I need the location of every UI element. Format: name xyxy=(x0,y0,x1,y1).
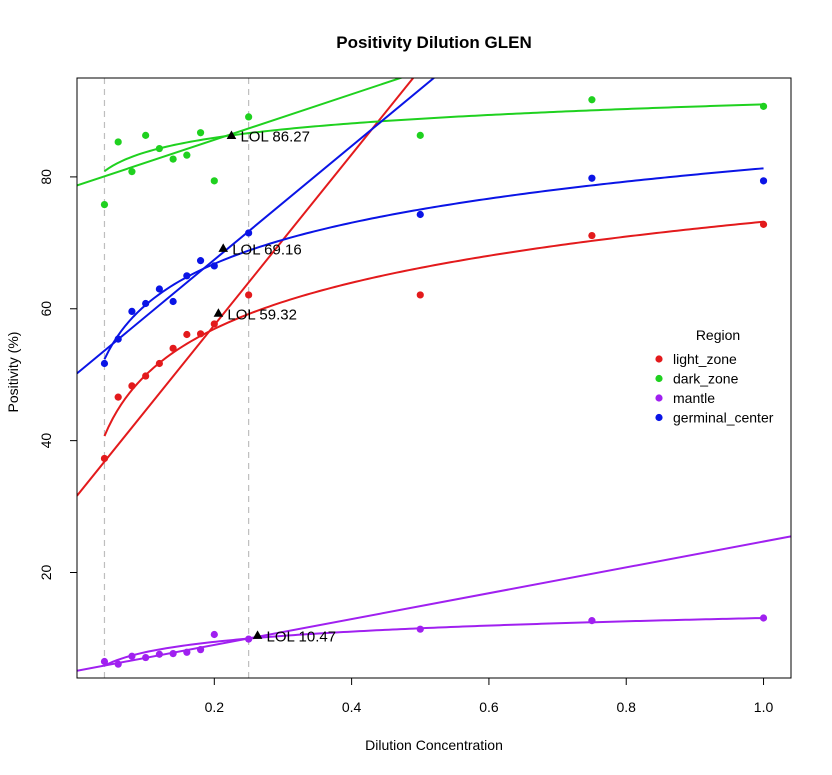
light_zone-point xyxy=(416,291,424,299)
legend-label-mantle: mantle xyxy=(673,390,715,406)
dark_zone-log-fit xyxy=(103,103,764,173)
light_zone-linear-fit xyxy=(77,78,415,497)
germinal_center-point xyxy=(588,174,596,182)
dark_zone-point xyxy=(210,177,218,185)
germinal_center-point xyxy=(416,210,424,219)
light_zone-log-fit xyxy=(103,220,764,437)
mantle-lol-marker xyxy=(252,630,263,639)
dark_zone-point xyxy=(183,151,191,159)
legend-title: Region xyxy=(696,327,740,343)
y-axis-label: Positivity (%) xyxy=(5,332,21,413)
germinal_center-linear-fit xyxy=(77,78,436,375)
dark_zone-point xyxy=(196,129,205,137)
legend-label-light_zone: light_zone xyxy=(673,351,737,367)
light_zone-point xyxy=(196,330,205,338)
light_zone-point xyxy=(759,220,768,228)
germinal_center-point xyxy=(245,229,253,237)
germinal_center-log-fit xyxy=(103,167,764,360)
x-axis-label: Dilution Concentration xyxy=(365,737,503,753)
x-tick-label: 0.2 xyxy=(205,699,225,715)
dark_zone-point xyxy=(114,138,122,146)
light_zone-point xyxy=(588,231,596,240)
mantle-lol-label: LOL 10.47 xyxy=(267,628,337,645)
light_zone-point xyxy=(100,454,109,463)
reference-lines xyxy=(103,78,250,678)
lol-markers: LOL 59.32 LOL 86.27 LOL 10.47 LOL 69.16 xyxy=(213,129,337,645)
germinal_center-point xyxy=(759,177,768,185)
mantle-point xyxy=(196,646,205,654)
germinal_center-lol-marker xyxy=(218,243,229,252)
germinal_center-point xyxy=(196,257,205,265)
dark_zone-point xyxy=(155,144,163,153)
y-tick-label: 80 xyxy=(38,169,54,185)
legend-swatch-germinal_center xyxy=(655,413,663,422)
y-tick-label: 20 xyxy=(38,565,54,581)
germinal_center-lol-label: LOL 69.16 xyxy=(232,241,302,258)
dark_zone-point xyxy=(100,200,109,209)
mantle-point xyxy=(169,650,177,658)
mantle-point xyxy=(142,653,150,662)
mantle-point xyxy=(588,617,596,625)
x-tick-label: 0.4 xyxy=(342,699,362,715)
light_zone-point xyxy=(210,320,218,328)
light_zone-point xyxy=(114,393,122,401)
dark_zone-point xyxy=(169,155,177,163)
germinal_center-point xyxy=(128,307,136,316)
y-tick-label: 60 xyxy=(38,301,54,317)
light_zone-point xyxy=(155,359,163,368)
dark_zone-lol-marker xyxy=(226,130,237,140)
light_zone-lol-marker xyxy=(213,308,224,317)
mantle-point xyxy=(210,630,218,639)
legend-label-germinal_center: germinal_center xyxy=(673,410,774,426)
light_zone-lol-label: LOL 59.32 xyxy=(227,306,297,323)
light_zone-point xyxy=(142,372,150,380)
light_zone-point xyxy=(245,291,253,299)
y-axis: 20 40 60 80 xyxy=(38,169,78,581)
dark_zone-linear-fit xyxy=(77,78,404,187)
germinal_center-point xyxy=(183,272,191,280)
germinal_center-point xyxy=(142,299,150,308)
dark_zone-point xyxy=(128,168,136,176)
chart-title: Positivity Dilution GLEN xyxy=(336,33,532,52)
mantle-linear-fit xyxy=(77,535,791,672)
germinal_center-point xyxy=(169,297,177,306)
mantle-point xyxy=(100,657,109,666)
germinal_center-point xyxy=(210,262,218,270)
dark_zone-lol-label: LOL 86.27 xyxy=(240,129,310,146)
x-tick-label: 0.8 xyxy=(616,699,636,715)
data-points xyxy=(100,96,768,668)
germinal_center-point xyxy=(155,285,163,293)
legend-label-dark_zone: dark_zone xyxy=(673,371,739,387)
dark_zone-point xyxy=(759,102,768,110)
germinal_center-point xyxy=(100,359,109,368)
mantle-point xyxy=(183,648,191,656)
dark_zone-point xyxy=(416,131,424,139)
dark_zone-point xyxy=(588,96,596,104)
germinal_center-point xyxy=(114,335,122,343)
x-tick-label: 0.6 xyxy=(479,699,499,715)
light_zone-point xyxy=(169,344,177,352)
mantle-point xyxy=(155,650,163,658)
x-axis: 0.2 0.4 0.6 0.8 1.0 xyxy=(205,677,774,715)
x-tick-label: 1.0 xyxy=(754,699,774,715)
mantle-point xyxy=(128,652,136,660)
mantle-point xyxy=(114,660,122,668)
legend-swatch-dark_zone xyxy=(655,374,663,383)
mantle-log-fit xyxy=(104,617,764,667)
legend-swatch-mantle xyxy=(655,394,663,402)
light_zone-point xyxy=(128,382,136,390)
legend-swatch-light_zone xyxy=(655,355,663,363)
mantle-point xyxy=(416,625,424,633)
mantle-point xyxy=(245,635,253,643)
dark_zone-point xyxy=(142,131,150,139)
y-tick-label: 40 xyxy=(38,433,54,449)
fit-lines xyxy=(77,78,791,672)
light_zone-point xyxy=(183,330,191,339)
mantle-point xyxy=(759,614,768,622)
dark_zone-point xyxy=(245,113,253,121)
